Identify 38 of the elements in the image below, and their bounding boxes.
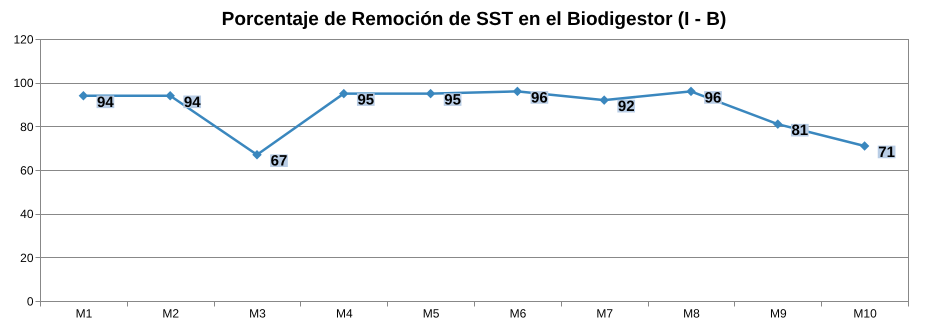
y-tick-label: 80 (20, 120, 34, 134)
x-tick-label: M6 (510, 306, 527, 320)
x-tick-label: M7 (596, 306, 614, 320)
y-tick-label: 60 (20, 164, 34, 178)
data-label: 81 (791, 122, 808, 140)
point (860, 141, 870, 151)
x-tick-label: M5 (422, 306, 440, 320)
y-tick-label: 120 (13, 32, 34, 46)
x-tick-label: M2 (162, 306, 180, 320)
x-tick-label: M10 (853, 306, 878, 320)
y-tick-label: 100 (13, 76, 34, 90)
chart-title: Porcentaje de Remoción de SST en el Biodigestor (I - B) (222, 9, 726, 30)
data-label: 94 (97, 94, 114, 111)
data-label: 96 (704, 89, 722, 106)
data-label: 96 (531, 89, 548, 106)
point (165, 91, 175, 101)
x-tick-label: M1 (76, 306, 93, 320)
point (512, 86, 522, 96)
x-tick-label: M4 (336, 306, 353, 320)
y-tick-label: 20 (20, 250, 34, 265)
point (78, 91, 88, 101)
point (686, 86, 696, 96)
point (599, 95, 609, 105)
data-label: 67 (270, 152, 288, 170)
point (339, 88, 349, 98)
y-tick-label: 0 (26, 294, 34, 308)
x-tick-label: M8 (683, 306, 700, 320)
x-tick-label: M3 (249, 306, 266, 320)
data-label: 95 (357, 92, 374, 109)
point (426, 88, 436, 98)
point (252, 150, 262, 160)
point (773, 119, 783, 129)
y-tick-label: 40 (20, 207, 34, 222)
data-label: 94 (184, 94, 202, 111)
data-label: 71 (878, 144, 895, 161)
x-tick-label: M9 (770, 306, 787, 320)
data-label: 92 (618, 98, 635, 116)
data-label: 95 (444, 92, 461, 109)
